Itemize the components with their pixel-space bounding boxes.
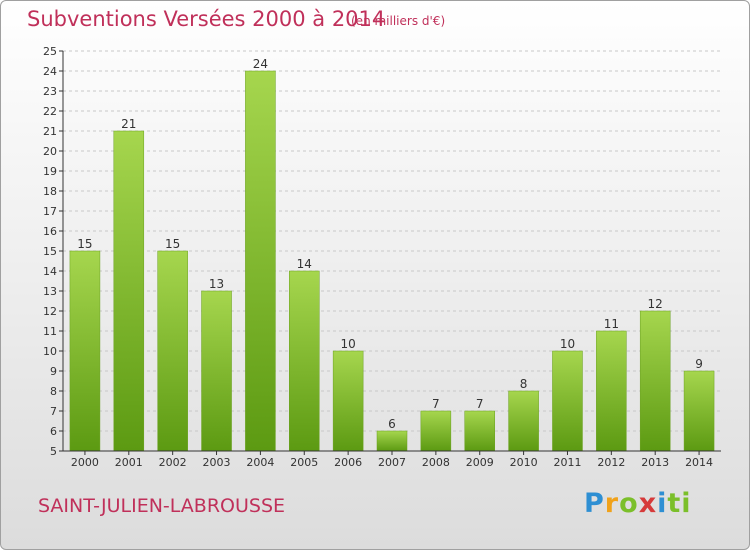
- bar: [596, 330, 627, 452]
- proxiti-logo: Proxiti: [584, 488, 692, 519]
- x-tick-label: 2006: [334, 456, 362, 469]
- data-label: 15: [165, 237, 180, 251]
- y-tick-label: 18: [43, 185, 57, 198]
- bar: [113, 130, 145, 452]
- logo-letter: i: [657, 488, 668, 519]
- logo-letter: ti: [667, 488, 692, 519]
- bar: [639, 310, 671, 452]
- data-label: 21: [121, 117, 136, 131]
- bar: [201, 290, 232, 452]
- x-tick-label: 2009: [466, 456, 494, 469]
- y-tick-label: 20: [43, 145, 57, 158]
- bar: [289, 270, 320, 452]
- data-labels: 15 21 15 13 24 14 10 6 7 7 8 10 11 12 9: [77, 57, 703, 431]
- y-tick-label: 8: [50, 385, 57, 398]
- data-label: 10: [340, 337, 355, 351]
- y-tick-label: 17: [43, 205, 57, 218]
- x-tick-label: 2005: [290, 456, 318, 469]
- y-tick-label: 14: [43, 265, 57, 278]
- y-tick-label: 19: [43, 165, 57, 178]
- bar: [376, 430, 408, 452]
- y-tick-label: 13: [43, 285, 57, 298]
- data-label: 24: [253, 57, 268, 71]
- y-tick-label: 15: [43, 245, 57, 258]
- x-tick-label: 2000: [71, 456, 99, 469]
- data-label: 10: [560, 337, 575, 351]
- bar: [69, 250, 101, 452]
- bar: [464, 410, 495, 452]
- bars: [69, 70, 715, 452]
- axes: 5 6 7 8 9 10 11 12 13 14 15 16 17 18 19 20 21 22 23 24 25 200…: [43, 45, 721, 469]
- x-tick-label: 2012: [597, 456, 625, 469]
- x-tick-label: 2003: [203, 456, 231, 469]
- data-label: 6: [388, 417, 396, 431]
- data-label: 7: [432, 397, 440, 411]
- y-tick-label: 22: [43, 105, 57, 118]
- bar: [683, 370, 715, 452]
- x-tick-label: 2011: [553, 456, 581, 469]
- x-tick-label: 2002: [159, 456, 187, 469]
- data-label: 12: [648, 297, 663, 311]
- x-tick-label: 2007: [378, 456, 406, 469]
- data-label: 8: [520, 377, 528, 391]
- bar: [157, 250, 188, 452]
- data-label: 15: [77, 237, 92, 251]
- logo-letter: r: [604, 488, 620, 519]
- y-tick-label: 25: [43, 45, 57, 58]
- y-tick-label: 16: [43, 225, 57, 238]
- y-tick-label: 6: [50, 425, 57, 438]
- logo-letter: x: [638, 488, 658, 519]
- y-tick-label: 10: [43, 345, 57, 358]
- data-label: 14: [297, 257, 312, 271]
- bar: [332, 350, 364, 452]
- y-tick-label: 11: [43, 325, 57, 338]
- bar: [245, 70, 276, 452]
- bar: [508, 390, 539, 452]
- y-tick-label: 9: [50, 365, 57, 378]
- data-label: 13: [209, 277, 224, 291]
- data-label: 7: [476, 397, 484, 411]
- x-tick-label: 2004: [246, 456, 274, 469]
- bar: [552, 350, 583, 452]
- logo-letter: P: [584, 488, 605, 519]
- logo-letter: o: [619, 488, 639, 519]
- y-tick-label: 24: [43, 65, 57, 78]
- y-tick-label: 21: [43, 125, 57, 138]
- y-tick-label: 7: [50, 405, 57, 418]
- place-name: SAINT-JULIEN-LABROUSSE: [38, 495, 286, 517]
- chart-title: Subventions Versées 2000 à 2014: [27, 7, 386, 31]
- chart-subtitle: (en milliers d'€): [351, 14, 446, 28]
- bar: [420, 410, 452, 452]
- x-tick-label: 2010: [510, 456, 538, 469]
- y-tick-label: 12: [43, 305, 57, 318]
- x-tick-label: 2008: [422, 456, 450, 469]
- y-tick-label: 23: [43, 85, 57, 98]
- y-tick-label: 5: [50, 445, 57, 458]
- x-tick-label: 2014: [685, 456, 713, 469]
- x-tick-label: 2001: [115, 456, 143, 469]
- x-tick-label: 2013: [641, 456, 669, 469]
- data-label: 9: [695, 357, 703, 371]
- data-label: 11: [604, 317, 619, 331]
